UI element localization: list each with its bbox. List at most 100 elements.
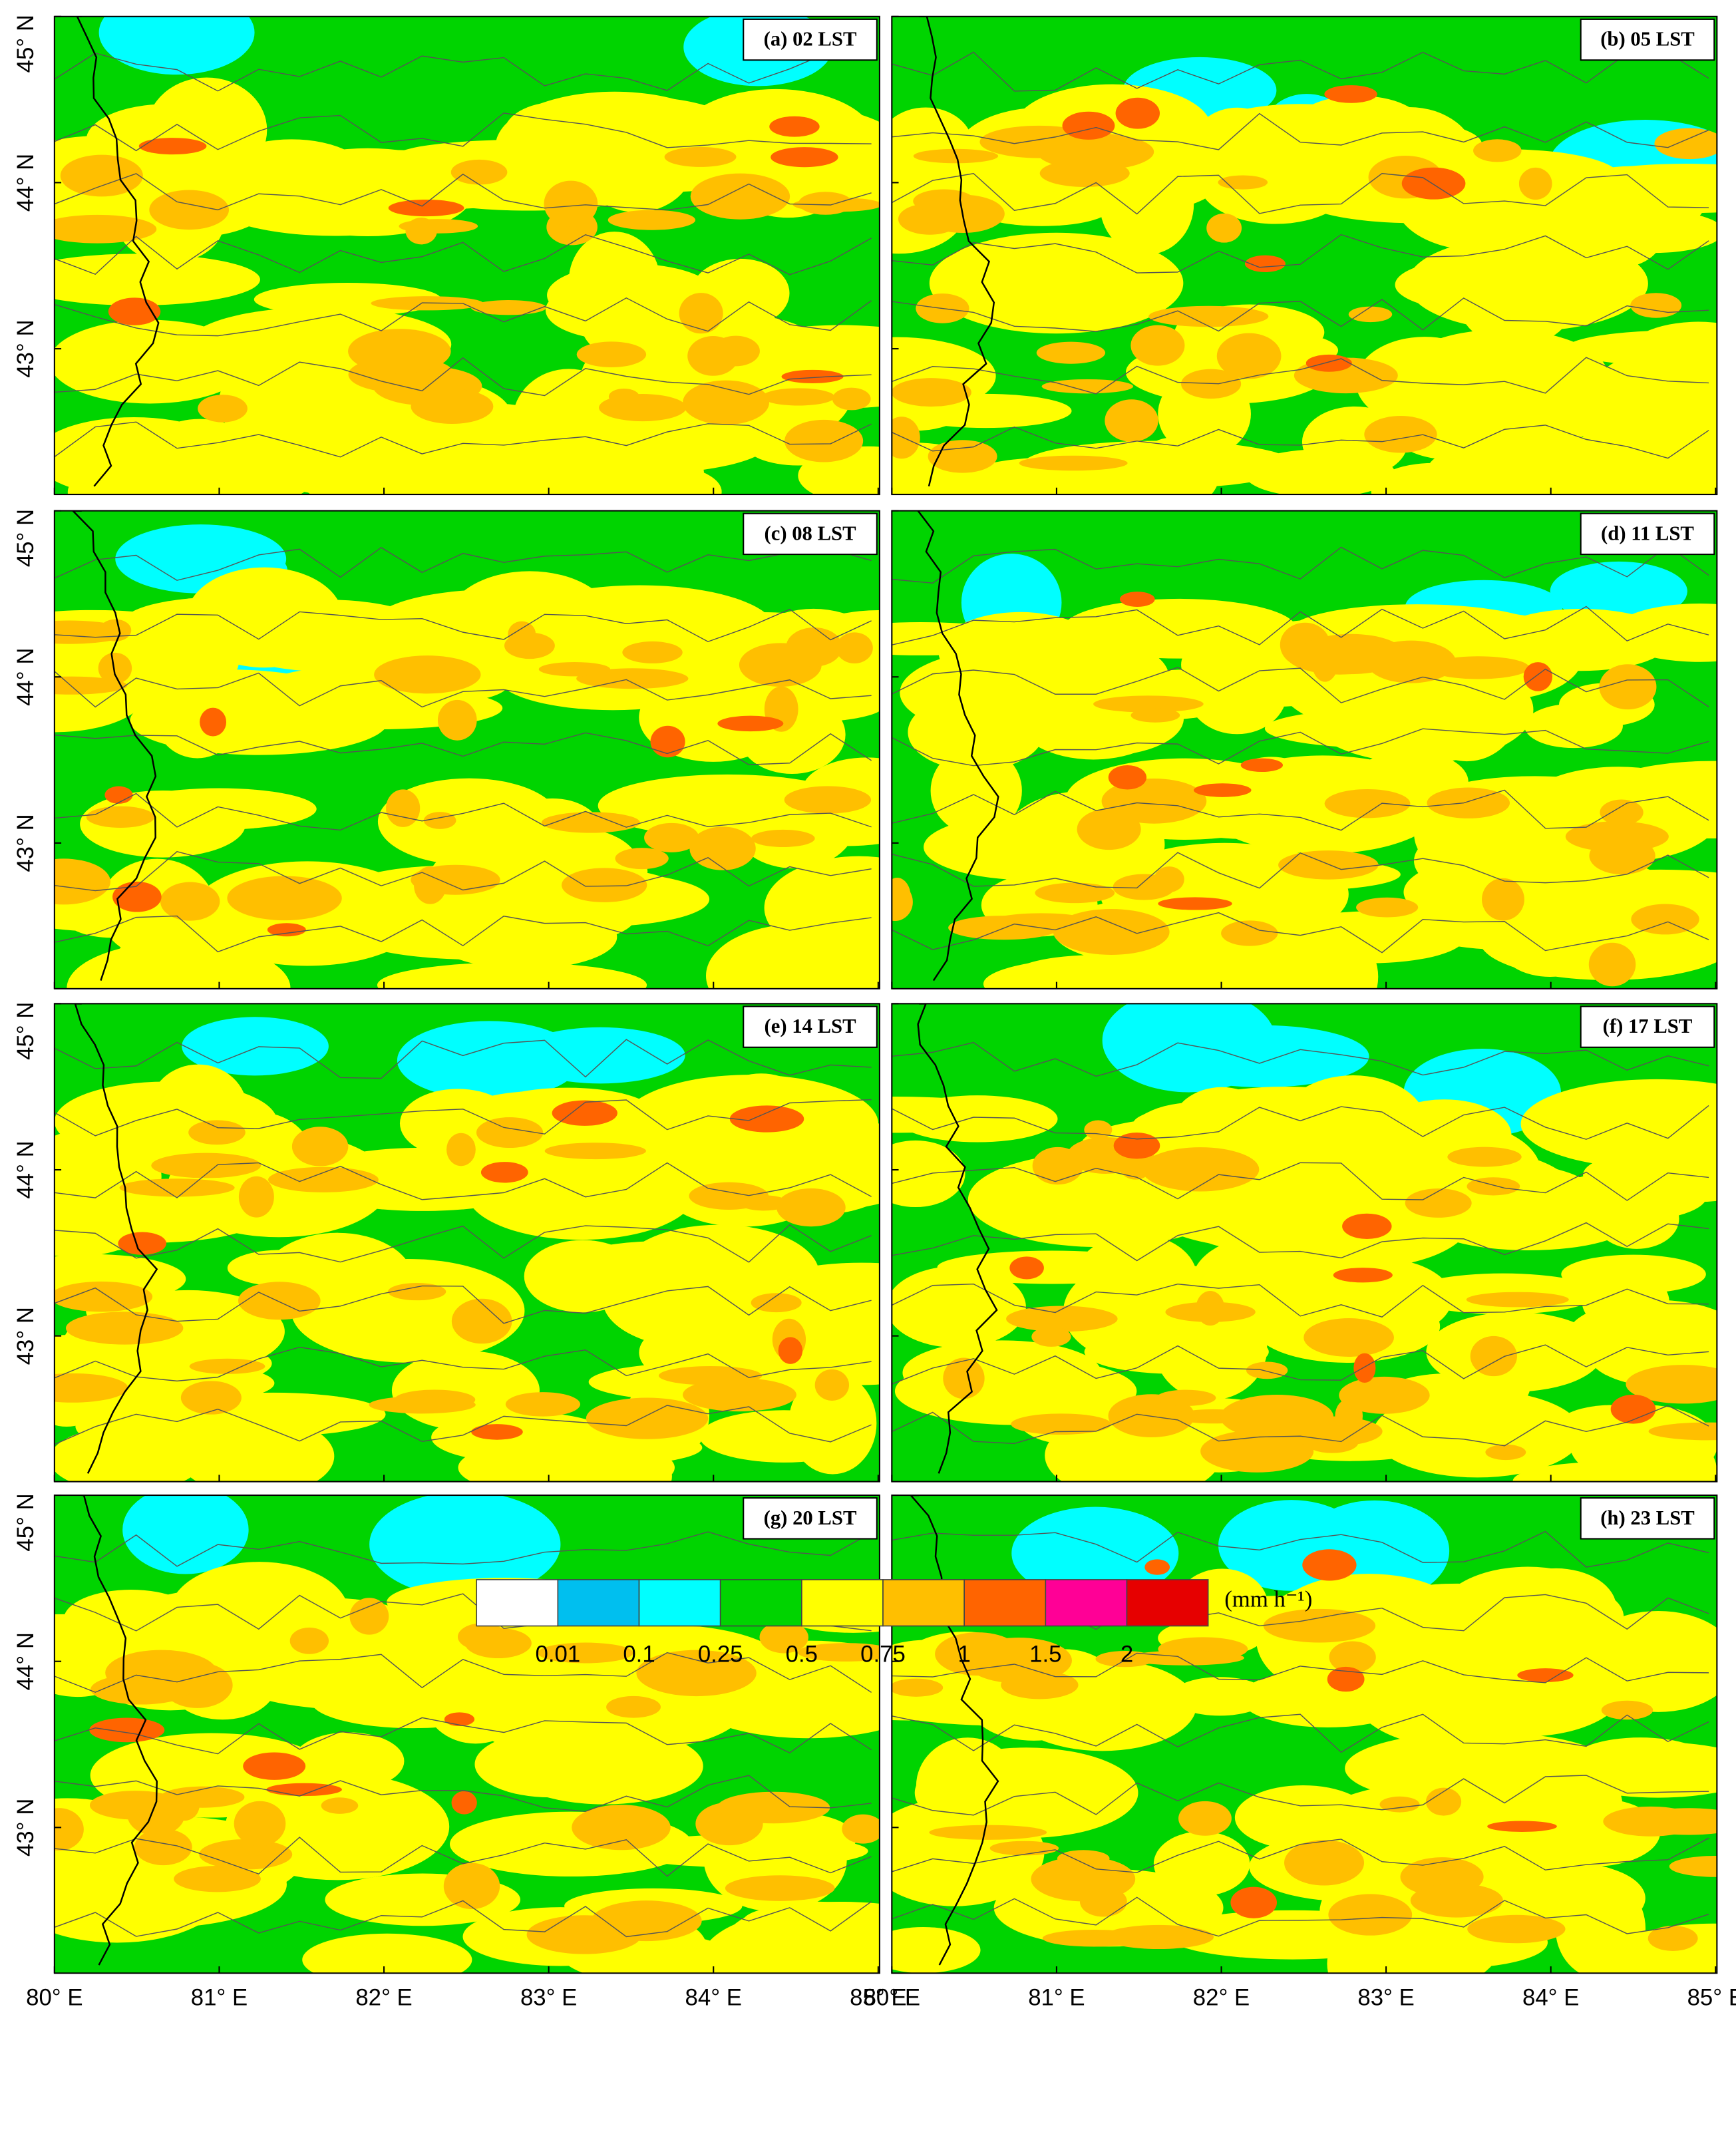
precip-area [682, 1378, 796, 1412]
precip-area [151, 1153, 261, 1178]
contour-line [54, 421, 872, 458]
precip-area [160, 882, 220, 921]
x-tick-label: 83° E [520, 1985, 577, 2010]
precip-area [974, 193, 1109, 226]
panel-label: (e) 14 LST [764, 1015, 856, 1037]
panel-frame [53, 1003, 880, 1483]
precip-area [54, 1281, 153, 1312]
precip-area [892, 378, 971, 407]
precip-area [1610, 1394, 1656, 1424]
colorbar-box [557, 1579, 640, 1627]
precip-area [388, 1282, 446, 1301]
precip-area [650, 725, 685, 758]
precip-area [729, 1105, 804, 1133]
precip-area [504, 632, 555, 659]
y-tick-label: 43° N [13, 1307, 39, 1365]
y-tick-label: 43° N [13, 1799, 39, 1857]
precip-area [786, 627, 842, 667]
contour-line [892, 1652, 1709, 1684]
precip-area [1032, 1147, 1083, 1185]
precip-area [683, 380, 769, 425]
precip-area [369, 1495, 561, 1598]
precip-area [751, 1293, 802, 1313]
colorbar-label: 0.1 [623, 1642, 655, 1668]
precip-area [1230, 1886, 1277, 1918]
map-panel [54, 16, 880, 495]
precip-area [1084, 1330, 1269, 1374]
precip-area [892, 1678, 944, 1697]
precip-area [1339, 1376, 1430, 1414]
precip-area [894, 1357, 1137, 1425]
precip-area [1630, 293, 1682, 318]
contour-line [54, 915, 872, 953]
precip-area [476, 1117, 544, 1149]
contour-line [892, 1222, 1709, 1262]
precip-area [892, 1927, 981, 1974]
precip-area [414, 866, 446, 904]
contour-line [54, 234, 872, 275]
contour-line [54, 1346, 872, 1382]
precip-area [99, 619, 132, 641]
precip-area [388, 199, 464, 217]
contour-line [892, 172, 1709, 215]
precip-area [1410, 1883, 1503, 1918]
precip-area [112, 881, 162, 912]
precip-area [54, 858, 110, 905]
precip-area [699, 1410, 869, 1463]
contour-line [892, 789, 1709, 831]
precip-area [1127, 1650, 1244, 1666]
panel-label-box [743, 1005, 878, 1048]
contour-line [892, 357, 1709, 395]
precip-area [1302, 1549, 1357, 1581]
precip-area [892, 1798, 1045, 1906]
precip-area [1599, 664, 1657, 710]
precip-area [1119, 592, 1155, 607]
contour-line [54, 112, 872, 152]
panel-label: (b) 05 LST [1600, 28, 1695, 51]
colorbar-label: 2 [1121, 1642, 1133, 1668]
panel-label: (c) 08 LST [764, 522, 856, 544]
colorbar-box [638, 1579, 721, 1627]
precip-area [198, 395, 248, 423]
precip-area [238, 1176, 274, 1218]
precip-area [457, 1623, 508, 1651]
contour-line [54, 1837, 872, 1877]
precip-area [1141, 1147, 1260, 1192]
contour-line [54, 608, 872, 643]
precip-area [1284, 1840, 1365, 1886]
precip-area [538, 661, 611, 677]
precip-area [1036, 341, 1106, 364]
precip-area [943, 1357, 985, 1399]
precip-area [1588, 942, 1636, 987]
precip-area [1218, 175, 1268, 190]
map-panel [892, 510, 1717, 989]
precip-area [1327, 1666, 1365, 1692]
precip-area [180, 1381, 242, 1415]
precip-area [769, 116, 820, 137]
precip-area [1654, 128, 1717, 160]
colorbar-box [963, 1579, 1047, 1627]
precip-area [1324, 85, 1377, 103]
precip-area [622, 641, 683, 663]
precip-area [54, 676, 128, 695]
precip-area [781, 369, 844, 383]
contour-line [892, 297, 1709, 332]
precip-area [1485, 1444, 1526, 1461]
y-tick-label: 45° N [13, 1493, 39, 1551]
panel-label-box [1580, 512, 1715, 556]
contour-line [892, 1713, 1709, 1753]
precip-area [1278, 850, 1379, 880]
map-panel [54, 1495, 880, 1974]
precip-area [54, 254, 260, 306]
precip-area [1019, 455, 1128, 471]
precip-area [1093, 695, 1204, 713]
border-line [910, 1495, 999, 1966]
precip-area [1669, 1856, 1717, 1877]
precip-area [1186, 649, 1288, 735]
panel-frame [891, 1003, 1718, 1483]
precip-area [687, 336, 739, 376]
precip-area [1459, 1593, 1592, 1682]
precip-area [113, 923, 270, 989]
precip-area [1294, 95, 1423, 154]
